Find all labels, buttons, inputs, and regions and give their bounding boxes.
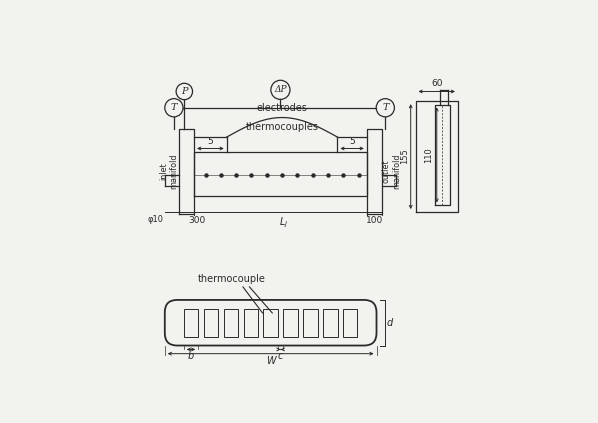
Bar — [283, 309, 298, 337]
Text: d: d — [387, 318, 393, 328]
Bar — [224, 309, 238, 337]
Text: 300: 300 — [189, 216, 206, 225]
Bar — [204, 309, 218, 337]
Text: 155: 155 — [400, 149, 409, 165]
Text: 100: 100 — [366, 216, 383, 225]
Text: b: b — [188, 351, 194, 361]
Text: thermocouples: thermocouples — [246, 122, 319, 132]
Text: outlet
manifold: outlet manifold — [382, 154, 401, 189]
Bar — [343, 309, 358, 337]
Bar — [323, 309, 337, 337]
Text: 60: 60 — [431, 79, 443, 88]
Text: thermocouple: thermocouple — [197, 274, 266, 284]
Text: ΔP: ΔP — [274, 85, 286, 94]
Text: 5: 5 — [208, 137, 213, 146]
Bar — [184, 309, 198, 337]
Text: electrodes: electrodes — [257, 103, 307, 113]
Bar — [303, 309, 318, 337]
Text: inlet
manifold: inlet manifold — [159, 154, 178, 189]
Text: T: T — [170, 103, 177, 112]
Text: P: P — [181, 87, 188, 96]
Bar — [243, 309, 258, 337]
Text: 110: 110 — [425, 147, 434, 163]
Text: T: T — [382, 103, 389, 112]
Text: $L_j$: $L_j$ — [279, 216, 288, 230]
Bar — [264, 309, 278, 337]
Text: 5: 5 — [349, 137, 355, 146]
Text: φ10: φ10 — [147, 215, 163, 224]
Text: c: c — [278, 351, 283, 361]
Text: W: W — [266, 356, 276, 366]
